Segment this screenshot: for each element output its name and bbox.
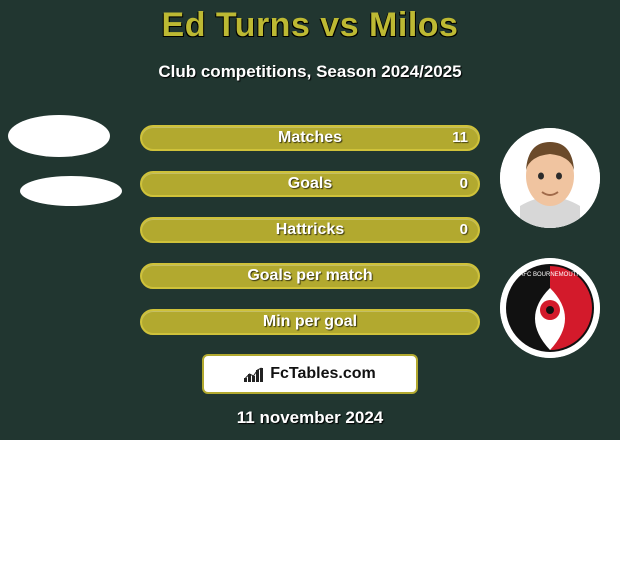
stat-bar-right-value: 0 [460,173,468,195]
right-player-avatar [500,128,600,228]
player-head-icon [500,128,600,228]
page-subtitle: Club competitions, Season 2024/2025 [0,62,620,82]
stat-bar: Goals0 [140,171,480,197]
stat-bar-label: Goals per match [142,265,478,287]
page-title: Ed Turns vs Milos [0,6,620,45]
stat-bar-label: Goals [142,173,478,195]
stat-bar-right-value: 0 [460,219,468,241]
brand-text: FcTables.com [270,365,376,383]
stat-bar: Goals per match [140,263,480,289]
stat-bar: Min per goal [140,309,480,335]
bottom-whitespace [0,440,620,580]
left-player-placeholder [8,115,110,157]
stat-bar-label: Hattricks [142,219,478,241]
comparison-card: Ed Turns vs Milos Club competitions, Sea… [0,0,620,580]
stat-bar-right-value: 11 [452,127,468,149]
stat-bar: Matches11 [140,125,480,151]
bar-chart-icon [244,366,264,382]
footer-date: 11 november 2024 [0,408,620,428]
brand-badge: FcTables.com [202,354,418,394]
svg-text:AFC BOURNEMOUTH: AFC BOURNEMOUTH [519,272,580,278]
right-club-crest: AFC BOURNEMOUTH [500,258,600,358]
stat-bars: Matches11Goals0Hattricks0Goals per match… [140,125,480,355]
stat-bar: Hattricks0 [140,217,480,243]
stat-bar-label: Matches [142,127,478,149]
left-crest-placeholder [20,176,122,206]
club-crest-icon: AFC BOURNEMOUTH [500,258,600,358]
stat-bar-label: Min per goal [142,311,478,333]
